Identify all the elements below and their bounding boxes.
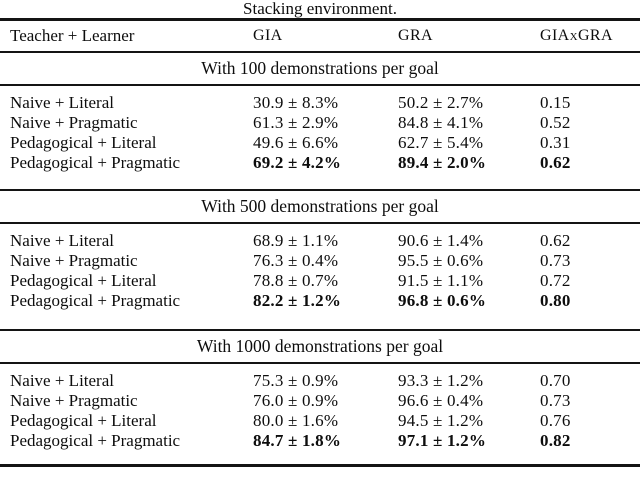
- table-row: Naive + Pragmatic 61.3 ± 2.9% 84.8 ± 4.1…: [0, 113, 640, 133]
- table-row: Pedagogical + Literal 49.6 ± 6.6% 62.7 ±…: [0, 133, 640, 153]
- gra-value: 50.2 ± 2.7%: [398, 93, 484, 112]
- gia-value: 78.8 ± 0.7%: [253, 271, 339, 290]
- table-row-best: Pedagogical + Pragmatic 69.2 ± 4.2% 89.4…: [0, 153, 640, 173]
- gra-value: 96.6 ± 0.4%: [398, 391, 484, 410]
- gia-value: 69.2 ± 4.2%: [253, 153, 342, 172]
- gra-value: 96.8 ± 0.6%: [398, 291, 487, 310]
- section-body-100-demos: Naive + Literal 30.9 ± 8.3% 50.2 ± 2.7% …: [0, 86, 640, 189]
- table-row: Naive + Literal 68.9 ± 1.1% 90.6 ± 1.4% …: [0, 231, 640, 251]
- section-body-500-demos: Naive + Literal 68.9 ± 1.1% 90.6 ± 1.4% …: [0, 224, 640, 329]
- gia-value: 30.9 ± 8.3%: [253, 93, 339, 112]
- giaxgra-value: 0.62: [540, 153, 571, 172]
- gra-value: 84.8 ± 4.1%: [398, 113, 484, 132]
- row-label: Pedagogical + Literal: [10, 411, 157, 430]
- row-label: Naive + Pragmatic: [10, 251, 138, 270]
- row-label: Naive + Literal: [10, 371, 114, 390]
- column-header-gia: GIA: [253, 27, 283, 44]
- gra-value: 93.3 ± 1.2%: [398, 371, 484, 390]
- giaxgra-value: 0.73: [540, 251, 571, 270]
- section-header-1000-demos: With 1000 demonstrations per goal: [196, 336, 444, 356]
- table-row: Naive + Literal 75.3 ± 0.9% 93.3 ± 1.2% …: [0, 371, 640, 391]
- section-rule: [0, 329, 640, 331]
- giaxgra-value: 0.76: [540, 411, 571, 430]
- giaxgra-value: 0.70: [540, 371, 571, 390]
- section-header-500-demos: With 500 demonstrations per goal: [201, 196, 439, 216]
- gia-value: 82.2 ± 1.2%: [253, 291, 342, 310]
- row-label: Naive + Pragmatic: [10, 391, 138, 410]
- column-header-gra: GRA: [398, 27, 433, 44]
- gra-value: 95.5 ± 0.6%: [398, 251, 484, 270]
- table-caption: Stacking environment.: [243, 0, 397, 18]
- section-rule: [0, 222, 640, 224]
- giaxgra-value: 0.73: [540, 391, 571, 410]
- row-label: Naive + Pragmatic: [10, 113, 138, 132]
- table-row: Naive + Literal 30.9 ± 8.3% 50.2 ± 2.7% …: [0, 93, 640, 113]
- row-label: Pedagogical + Pragmatic: [10, 153, 181, 172]
- table-row: Naive + Pragmatic 76.3 ± 0.4% 95.5 ± 0.6…: [0, 251, 640, 271]
- giaxgra-value: 0.82: [540, 431, 571, 450]
- gra-value: 91.5 ± 1.1%: [398, 271, 484, 290]
- giaxgra-value: 0.31: [540, 133, 571, 152]
- table-header-row: Teacher + Learner GIA GRA GIAxGRA: [0, 21, 640, 51]
- gia-value: 84.7 ± 1.8%: [253, 431, 342, 450]
- giaxgra-value: 0.62: [540, 231, 571, 250]
- table-row: Pedagogical + Literal 80.0 ± 1.6% 94.5 ±…: [0, 411, 640, 431]
- bottom-rule: [0, 464, 640, 467]
- row-label: Pedagogical + Literal: [10, 133, 157, 152]
- section-rule: [0, 362, 640, 364]
- section-body-1000-demos: Naive + Literal 75.3 ± 0.9% 93.3 ± 1.2% …: [0, 364, 640, 464]
- row-label: Pedagogical + Pragmatic: [10, 291, 181, 310]
- column-header-giaxgra: GIAxGRA: [540, 27, 613, 44]
- row-label: Naive + Literal: [10, 231, 114, 250]
- table-row-best: Pedagogical + Pragmatic 82.2 ± 1.2% 96.8…: [0, 291, 640, 311]
- gia-value: 75.3 ± 0.9%: [253, 371, 339, 390]
- gra-value: 90.6 ± 1.4%: [398, 231, 484, 250]
- giaxgra-value: 0.15: [540, 93, 571, 112]
- gra-value: 94.5 ± 1.2%: [398, 411, 484, 430]
- section-rule: [0, 189, 640, 191]
- gia-value: 76.0 ± 0.9%: [253, 391, 339, 410]
- top-rule: [0, 18, 640, 21]
- gia-value: 76.3 ± 0.4%: [253, 251, 339, 270]
- giaxgra-value: 0.72: [540, 271, 571, 290]
- gia-value: 49.6 ± 6.6%: [253, 133, 339, 152]
- gra-value: 89.4 ± 2.0%: [398, 153, 487, 172]
- table-row: Pedagogical + Literal 78.8 ± 0.7% 91.5 ±…: [0, 271, 640, 291]
- gia-value: 61.3 ± 2.9%: [253, 113, 339, 132]
- section-header-100-demos: With 100 demonstrations per goal: [201, 58, 439, 78]
- giaxgra-value: 0.52: [540, 113, 571, 132]
- table-row: Naive + Pragmatic 76.0 ± 0.9% 96.6 ± 0.4…: [0, 391, 640, 411]
- gia-value: 80.0 ± 1.6%: [253, 411, 339, 430]
- row-label: Pedagogical + Pragmatic: [10, 431, 181, 450]
- gra-value: 97.1 ± 1.2%: [398, 431, 487, 450]
- gra-value: 62.7 ± 5.4%: [398, 133, 484, 152]
- row-label: Naive + Literal: [10, 93, 114, 112]
- gia-value: 68.9 ± 1.1%: [253, 231, 339, 250]
- column-header-teacher-learner: Teacher + Learner: [10, 26, 135, 45]
- row-label: Pedagogical + Literal: [10, 271, 157, 290]
- table-row-best: Pedagogical + Pragmatic 84.7 ± 1.8% 97.1…: [0, 431, 640, 451]
- section-rule: [0, 84, 640, 86]
- header-rule: [0, 51, 640, 53]
- giaxgra-value: 0.80: [540, 291, 571, 310]
